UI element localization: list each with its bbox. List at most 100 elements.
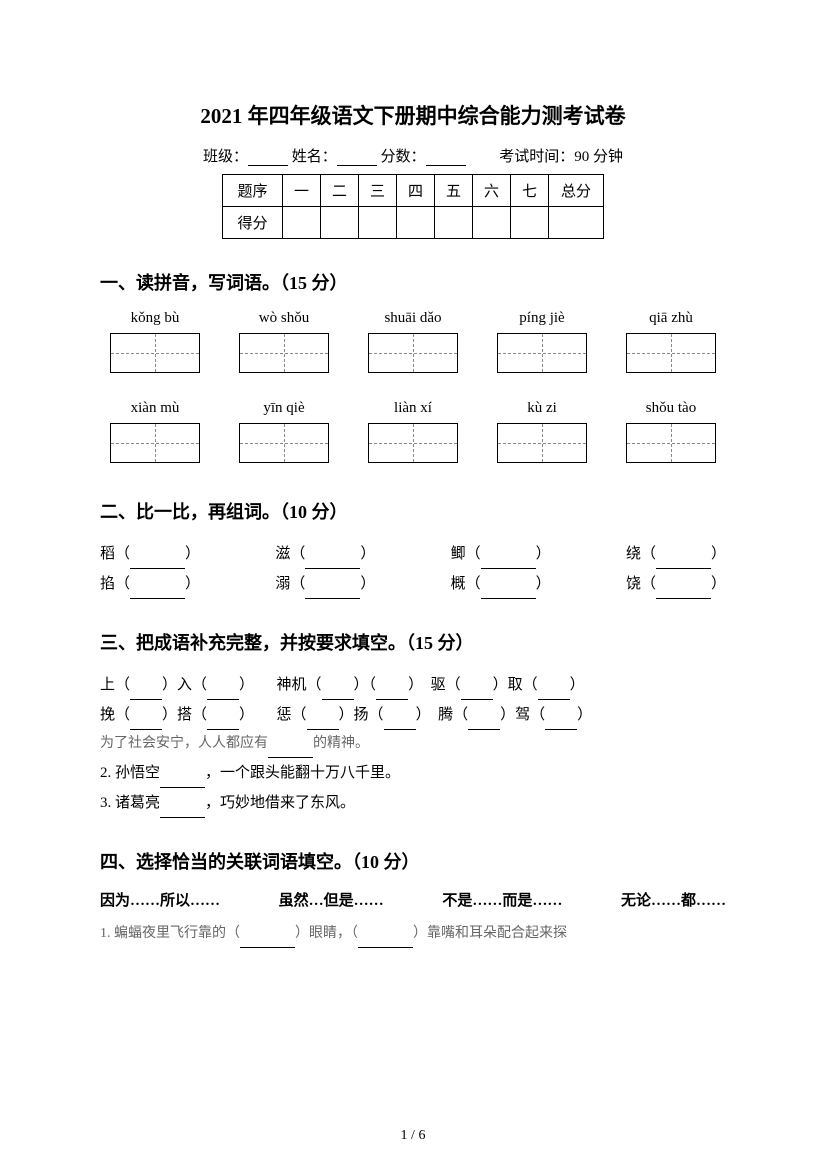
pinyin-item: kǒng bù <box>100 310 210 378</box>
compare-item: 绕（） <box>626 539 726 569</box>
pinyin-row: kǒng bù wò shǒu shuāi dǎo píng jiè qiā z… <box>100 310 726 378</box>
compare-row-2: 掐（） 溺（） 概（） 饶（） <box>100 569 726 599</box>
compare-item: 溺（） <box>275 569 375 599</box>
score-blank[interactable] <box>426 150 466 166</box>
fill-blank[interactable] <box>207 684 239 700</box>
conj-option: 虽然…但是…… <box>279 889 384 910</box>
cell: 得分 <box>223 207 283 239</box>
pinyin-item: yīn qiè <box>229 400 339 468</box>
char-box[interactable] <box>626 423 716 463</box>
char-box[interactable] <box>110 333 200 373</box>
cell-blank[interactable] <box>397 207 435 239</box>
cell-blank[interactable] <box>321 207 359 239</box>
page-number: 1 / 6 <box>401 1128 426 1144</box>
pinyin-item: shǒu tào <box>616 400 726 468</box>
fill-blank[interactable] <box>461 684 493 700</box>
sentence-3: 3. 诸葛亮，巧妙地借来了东风。 <box>100 788 726 818</box>
fill-blank[interactable] <box>384 714 416 730</box>
fill-blank[interactable] <box>656 583 711 599</box>
fill-blank[interactable] <box>468 714 500 730</box>
cell-blank[interactable] <box>359 207 397 239</box>
fill-blank[interactable] <box>130 684 162 700</box>
fill-blank[interactable] <box>481 583 536 599</box>
fill-blank[interactable] <box>160 802 205 818</box>
page-title: 2021 年四年级语文下册期中综合能力测考试卷 <box>100 100 726 130</box>
section-1-title: 一、读拼音，写词语。（15 分） <box>100 269 726 295</box>
fill-blank[interactable] <box>307 714 339 730</box>
char-box[interactable] <box>110 423 200 463</box>
cell: 六 <box>473 175 511 207</box>
cell: 四 <box>397 175 435 207</box>
cell-blank[interactable] <box>435 207 473 239</box>
char-box[interactable] <box>368 333 458 373</box>
pinyin-label: shǒu tào <box>616 400 726 417</box>
compare-item: 稻（） <box>100 539 200 569</box>
class-label: 班级： <box>203 149 248 165</box>
pinyin-label: yīn qiè <box>229 400 339 417</box>
cell: 三 <box>359 175 397 207</box>
compare-row-1: 稻（） 滋（） 鲫（） 绕（） <box>100 539 726 569</box>
pinyin-item: kù zi <box>487 400 597 468</box>
fill-blank[interactable] <box>268 742 313 758</box>
fill-blank[interactable] <box>538 684 570 700</box>
fill-blank[interactable] <box>656 553 711 569</box>
pinyin-item: píng jiè <box>487 310 597 378</box>
fill-blank[interactable] <box>160 772 205 788</box>
char-box[interactable] <box>497 333 587 373</box>
char-box[interactable] <box>626 333 716 373</box>
fill-blank[interactable] <box>322 684 354 700</box>
fill-blank[interactable] <box>305 553 360 569</box>
question-4-1: 1. 蝙蝠夜里飞行靠的（）眼睛，（）靠嘴和耳朵配合起来探 <box>100 920 726 948</box>
pinyin-item: shuāi dǎo <box>358 310 468 378</box>
pinyin-row: xiàn mù yīn qiè liàn xí kù zi shǒu tào <box>100 400 726 468</box>
fill-blank[interactable] <box>207 714 239 730</box>
pinyin-label: wò shǒu <box>229 310 339 327</box>
class-blank[interactable] <box>248 150 288 166</box>
pinyin-item: xiàn mù <box>100 400 210 468</box>
header-info: 班级： 姓名： 分数： 考试时间：90 分钟 <box>100 145 726 166</box>
fill-blank[interactable] <box>240 932 295 948</box>
fill-blank[interactable] <box>376 684 408 700</box>
pinyin-group-2: xiàn mù yīn qiè liàn xí kù zi shǒu tào <box>100 400 726 468</box>
score-table: 题序 一 二 三 四 五 六 七 总分 得分 <box>222 174 604 239</box>
pinyin-label: qiā zhù <box>616 310 726 327</box>
score-label: 分数： <box>380 149 425 165</box>
cell: 二 <box>321 175 359 207</box>
cell: 题序 <box>223 175 283 207</box>
cell: 五 <box>435 175 473 207</box>
fill-blank[interactable] <box>130 553 185 569</box>
conj-option: 因为……所以…… <box>100 889 220 910</box>
cell-blank[interactable] <box>549 207 604 239</box>
conjunction-options: 因为……所以…… 虽然…但是…… 不是……而是…… 无论……都…… <box>100 889 726 910</box>
cell-blank[interactable] <box>473 207 511 239</box>
compare-item: 滋（） <box>275 539 375 569</box>
char-box[interactable] <box>239 423 329 463</box>
fill-blank[interactable] <box>130 714 162 730</box>
fill-blank[interactable] <box>545 714 577 730</box>
char-box[interactable] <box>497 423 587 463</box>
idiom-row-1: 上（）入（） 神机（）（） 驱（）取（） <box>100 670 726 700</box>
pinyin-label: píng jiè <box>487 310 597 327</box>
section-4-title: 四、选择恰当的关联词语填空。（10 分） <box>100 848 726 874</box>
name-blank[interactable] <box>337 150 377 166</box>
pinyin-label: shuāi dǎo <box>358 310 468 327</box>
table-row: 题序 一 二 三 四 五 六 七 总分 <box>223 175 604 207</box>
cell-blank[interactable] <box>283 207 321 239</box>
sentence-2: 2. 孙悟空，一个跟头能翻十万八千里。 <box>100 758 726 788</box>
fill-blank[interactable] <box>305 583 360 599</box>
pinyin-label: kǒng bù <box>100 310 210 327</box>
fill-blank[interactable] <box>130 583 185 599</box>
cell: 总分 <box>549 175 604 207</box>
char-box[interactable] <box>368 423 458 463</box>
compare-item: 鲫（） <box>451 539 551 569</box>
fill-blank[interactable] <box>481 553 536 569</box>
cell-blank[interactable] <box>511 207 549 239</box>
fill-blank[interactable] <box>358 932 413 948</box>
cell: 七 <box>511 175 549 207</box>
time-label: 考试时间：90 分钟 <box>499 149 623 165</box>
pinyin-item: wò shǒu <box>229 310 339 378</box>
conj-option: 无论……都…… <box>621 889 726 910</box>
char-box[interactable] <box>239 333 329 373</box>
section-2-title: 二、比一比，再组词。（10 分） <box>100 498 726 524</box>
pinyin-label: kù zi <box>487 400 597 417</box>
